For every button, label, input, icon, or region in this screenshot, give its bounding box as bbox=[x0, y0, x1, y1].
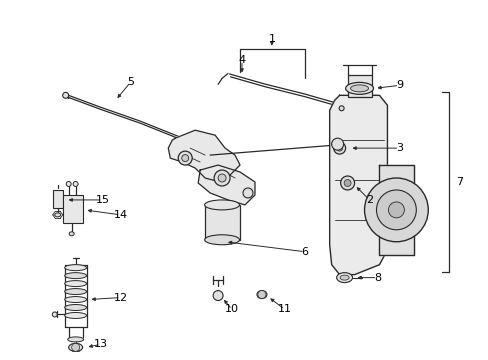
Circle shape bbox=[182, 154, 188, 162]
Circle shape bbox=[331, 138, 343, 150]
Polygon shape bbox=[379, 165, 413, 255]
FancyBboxPatch shape bbox=[62, 195, 82, 223]
Ellipse shape bbox=[213, 291, 223, 301]
Circle shape bbox=[214, 170, 229, 186]
Text: 12: 12 bbox=[113, 293, 127, 302]
Ellipse shape bbox=[64, 280, 86, 287]
Circle shape bbox=[258, 291, 265, 298]
Text: 2: 2 bbox=[365, 195, 372, 205]
Ellipse shape bbox=[256, 291, 266, 298]
Text: 9: 9 bbox=[395, 80, 402, 90]
Ellipse shape bbox=[55, 213, 61, 217]
Polygon shape bbox=[329, 95, 386, 275]
Ellipse shape bbox=[62, 92, 68, 98]
Text: 7: 7 bbox=[455, 177, 462, 187]
Text: 14: 14 bbox=[113, 210, 127, 220]
Ellipse shape bbox=[66, 181, 71, 186]
Circle shape bbox=[178, 151, 192, 165]
Text: 13: 13 bbox=[93, 339, 107, 349]
Ellipse shape bbox=[336, 273, 352, 283]
Text: 1: 1 bbox=[268, 33, 275, 44]
Text: 4: 4 bbox=[238, 55, 245, 66]
FancyBboxPatch shape bbox=[53, 190, 62, 208]
Circle shape bbox=[336, 145, 342, 151]
Circle shape bbox=[344, 180, 350, 186]
Ellipse shape bbox=[68, 343, 82, 351]
Ellipse shape bbox=[67, 337, 83, 342]
Ellipse shape bbox=[64, 265, 86, 271]
Ellipse shape bbox=[339, 106, 344, 111]
Ellipse shape bbox=[69, 232, 74, 236]
Ellipse shape bbox=[345, 82, 373, 94]
Circle shape bbox=[387, 202, 404, 218]
Text: 10: 10 bbox=[224, 305, 239, 315]
Ellipse shape bbox=[64, 305, 86, 310]
Ellipse shape bbox=[204, 200, 239, 210]
Text: 8: 8 bbox=[373, 273, 380, 283]
Ellipse shape bbox=[52, 312, 57, 317]
Text: 11: 11 bbox=[277, 305, 291, 315]
Circle shape bbox=[333, 142, 345, 154]
Text: 6: 6 bbox=[301, 247, 307, 257]
FancyBboxPatch shape bbox=[347, 75, 371, 97]
Ellipse shape bbox=[350, 85, 368, 92]
Ellipse shape bbox=[340, 275, 348, 280]
Ellipse shape bbox=[64, 297, 86, 302]
Ellipse shape bbox=[64, 312, 86, 319]
Circle shape bbox=[340, 176, 354, 190]
Circle shape bbox=[218, 174, 225, 182]
Text: 3: 3 bbox=[395, 143, 402, 153]
Circle shape bbox=[364, 178, 427, 242]
FancyBboxPatch shape bbox=[205, 205, 240, 240]
Polygon shape bbox=[198, 165, 254, 205]
Ellipse shape bbox=[73, 181, 78, 186]
Polygon shape bbox=[168, 130, 240, 182]
Ellipse shape bbox=[64, 273, 86, 279]
Circle shape bbox=[376, 190, 415, 230]
Circle shape bbox=[72, 343, 80, 351]
Text: 5: 5 bbox=[127, 77, 134, 87]
Ellipse shape bbox=[64, 289, 86, 294]
Text: 15: 15 bbox=[95, 195, 109, 205]
Circle shape bbox=[243, 188, 252, 198]
Ellipse shape bbox=[204, 235, 239, 245]
